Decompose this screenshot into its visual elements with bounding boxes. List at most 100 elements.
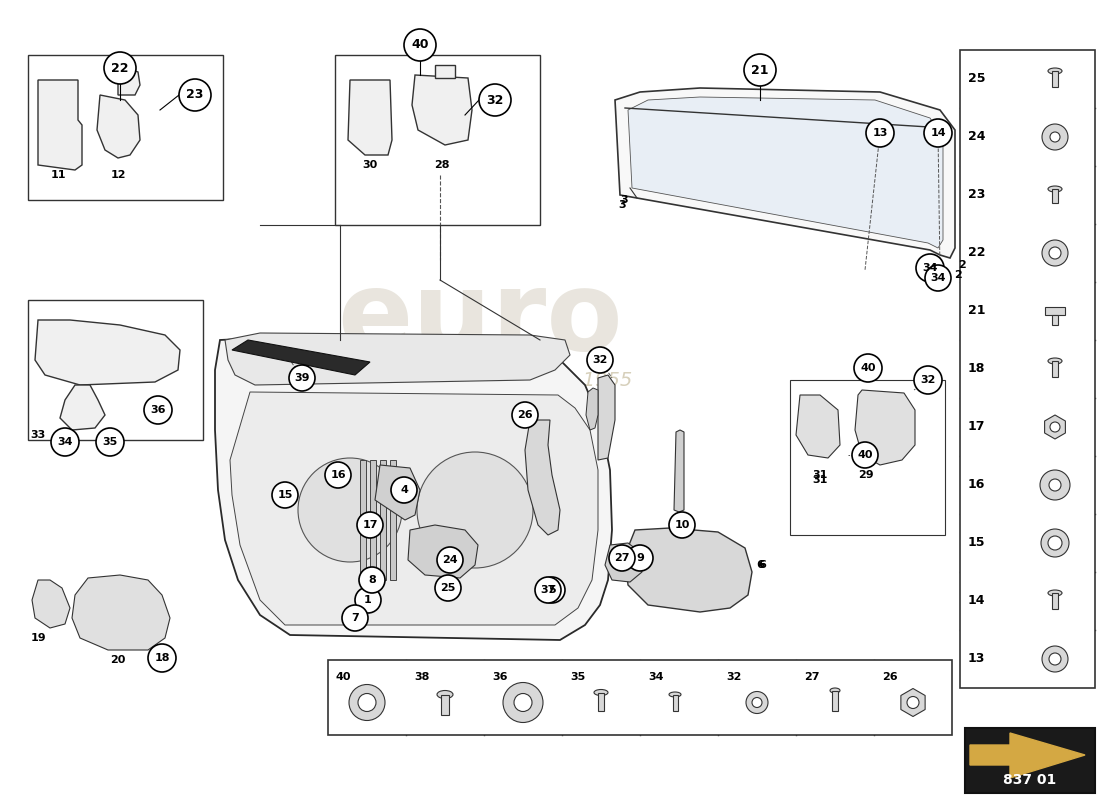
Polygon shape xyxy=(32,580,70,628)
Text: 27: 27 xyxy=(614,553,629,563)
Text: 6: 6 xyxy=(756,560,763,570)
Text: 21: 21 xyxy=(968,305,986,318)
Text: 31: 31 xyxy=(812,470,827,480)
Text: 32: 32 xyxy=(726,672,741,682)
Circle shape xyxy=(478,84,512,116)
Text: 20: 20 xyxy=(110,655,125,665)
Circle shape xyxy=(746,691,768,714)
Circle shape xyxy=(51,428,79,456)
Text: 21: 21 xyxy=(751,63,769,77)
Circle shape xyxy=(1049,479,1061,491)
Text: 8: 8 xyxy=(368,575,376,585)
Circle shape xyxy=(535,577,561,603)
Circle shape xyxy=(1042,124,1068,150)
Circle shape xyxy=(514,694,532,711)
Text: 2: 2 xyxy=(954,270,961,280)
Polygon shape xyxy=(625,528,752,612)
Polygon shape xyxy=(605,543,642,582)
Text: 23: 23 xyxy=(186,89,204,102)
Text: 29: 29 xyxy=(858,470,873,480)
Bar xyxy=(598,693,604,710)
Text: 37: 37 xyxy=(540,585,556,595)
Circle shape xyxy=(144,396,172,424)
Text: 34: 34 xyxy=(648,672,663,682)
Circle shape xyxy=(148,644,176,672)
Ellipse shape xyxy=(830,688,840,693)
Text: 25: 25 xyxy=(440,583,455,593)
Text: 13: 13 xyxy=(872,128,888,138)
Polygon shape xyxy=(97,95,140,158)
Ellipse shape xyxy=(437,690,453,698)
Text: 39: 39 xyxy=(295,373,310,383)
Bar xyxy=(673,694,678,710)
Text: 14: 14 xyxy=(931,128,946,138)
Polygon shape xyxy=(232,340,370,375)
Polygon shape xyxy=(118,68,140,95)
Circle shape xyxy=(272,482,298,508)
Text: 25: 25 xyxy=(968,73,986,86)
Text: 26: 26 xyxy=(517,410,532,420)
Circle shape xyxy=(627,545,653,571)
Text: 6: 6 xyxy=(758,560,766,570)
Ellipse shape xyxy=(1048,590,1062,596)
Circle shape xyxy=(96,428,124,456)
Text: 4: 4 xyxy=(400,485,408,495)
Polygon shape xyxy=(375,465,420,520)
Bar xyxy=(1052,315,1058,325)
Polygon shape xyxy=(230,392,598,625)
Polygon shape xyxy=(39,80,82,170)
Polygon shape xyxy=(72,575,170,650)
Circle shape xyxy=(358,512,383,538)
Bar xyxy=(1045,307,1065,315)
Text: 3: 3 xyxy=(618,200,626,210)
Text: 2: 2 xyxy=(958,260,966,270)
Circle shape xyxy=(1041,529,1069,557)
Polygon shape xyxy=(674,430,684,512)
Text: 27: 27 xyxy=(804,672,820,682)
Circle shape xyxy=(404,29,436,61)
Circle shape xyxy=(1042,240,1068,266)
Text: 36: 36 xyxy=(151,405,166,415)
Circle shape xyxy=(417,452,534,568)
Text: euro: euro xyxy=(338,266,623,374)
Circle shape xyxy=(359,567,385,593)
Circle shape xyxy=(924,119,952,147)
Circle shape xyxy=(298,458,402,562)
Circle shape xyxy=(1040,470,1070,500)
Text: 36: 36 xyxy=(492,672,507,682)
Text: 9: 9 xyxy=(636,553,644,563)
Polygon shape xyxy=(412,75,472,145)
Text: 16: 16 xyxy=(330,470,345,480)
Text: a passion for cars since 1955: a passion for cars since 1955 xyxy=(348,370,632,390)
Circle shape xyxy=(1049,247,1061,259)
Text: 23: 23 xyxy=(968,189,986,202)
Circle shape xyxy=(916,254,944,282)
Bar xyxy=(1052,593,1058,609)
Polygon shape xyxy=(586,388,598,430)
Text: 40: 40 xyxy=(336,672,352,682)
Polygon shape xyxy=(901,689,925,717)
Circle shape xyxy=(539,577,565,603)
Circle shape xyxy=(669,512,695,538)
Polygon shape xyxy=(615,88,955,258)
Text: 40: 40 xyxy=(857,450,872,460)
Text: 40: 40 xyxy=(411,38,429,51)
Text: 28: 28 xyxy=(434,160,450,170)
Bar xyxy=(390,460,396,580)
Polygon shape xyxy=(214,335,612,640)
Bar xyxy=(370,460,376,580)
Text: 7: 7 xyxy=(351,613,359,623)
Circle shape xyxy=(925,265,952,291)
Bar xyxy=(832,690,838,710)
Polygon shape xyxy=(855,390,915,465)
Polygon shape xyxy=(1045,415,1066,439)
Polygon shape xyxy=(628,97,943,248)
Text: 5: 5 xyxy=(548,585,556,595)
Polygon shape xyxy=(226,333,570,385)
Circle shape xyxy=(324,462,351,488)
Circle shape xyxy=(503,682,543,722)
Text: 11: 11 xyxy=(51,170,66,180)
Text: 837 01: 837 01 xyxy=(1003,773,1057,787)
Ellipse shape xyxy=(669,692,681,697)
Circle shape xyxy=(179,79,211,111)
